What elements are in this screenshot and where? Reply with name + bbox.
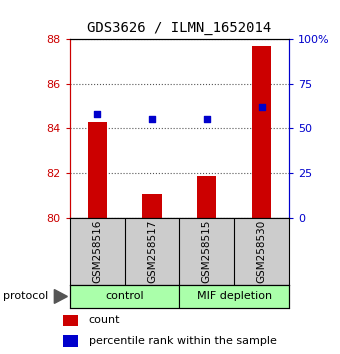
Point	[204, 116, 209, 122]
Text: GSM258517: GSM258517	[147, 219, 157, 283]
Text: GSM258530: GSM258530	[257, 220, 267, 283]
Bar	[63, 335, 78, 347]
Polygon shape	[54, 290, 67, 303]
Text: protocol: protocol	[3, 291, 49, 302]
Bar	[87, 122, 107, 218]
Bar	[142, 194, 162, 218]
Text: control: control	[105, 291, 144, 302]
Text: count: count	[89, 315, 120, 325]
Bar	[63, 315, 78, 326]
Text: GSM258515: GSM258515	[202, 219, 212, 283]
Point	[259, 104, 264, 110]
Point	[95, 111, 100, 117]
Point	[149, 116, 155, 122]
Text: GSM258516: GSM258516	[92, 219, 102, 283]
Text: MIF depletion: MIF depletion	[197, 291, 272, 302]
Bar	[180, 285, 289, 308]
Bar	[252, 46, 271, 218]
Title: GDS3626 / ILMN_1652014: GDS3626 / ILMN_1652014	[87, 21, 271, 35]
Text: percentile rank within the sample: percentile rank within the sample	[89, 336, 277, 346]
Bar	[197, 176, 216, 218]
Bar	[70, 285, 180, 308]
